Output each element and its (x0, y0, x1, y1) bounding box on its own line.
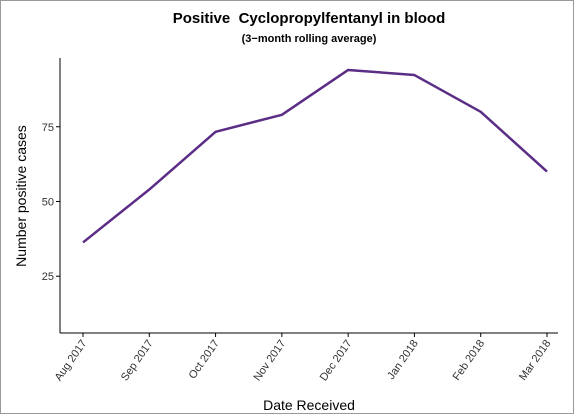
chart-title: Positive Cyclopropylfentanyl in blood (173, 10, 446, 27)
y-tick-label: 50 (42, 196, 54, 208)
chart-subtitle: (3−month rolling average) (242, 33, 377, 45)
y-tick-label: 25 (42, 271, 54, 283)
x-axis-label: Date Received (263, 397, 355, 413)
y-tick-label: 75 (42, 122, 54, 134)
line-series (82, 68, 548, 244)
y-axis-label: Number positive cases (13, 125, 29, 267)
